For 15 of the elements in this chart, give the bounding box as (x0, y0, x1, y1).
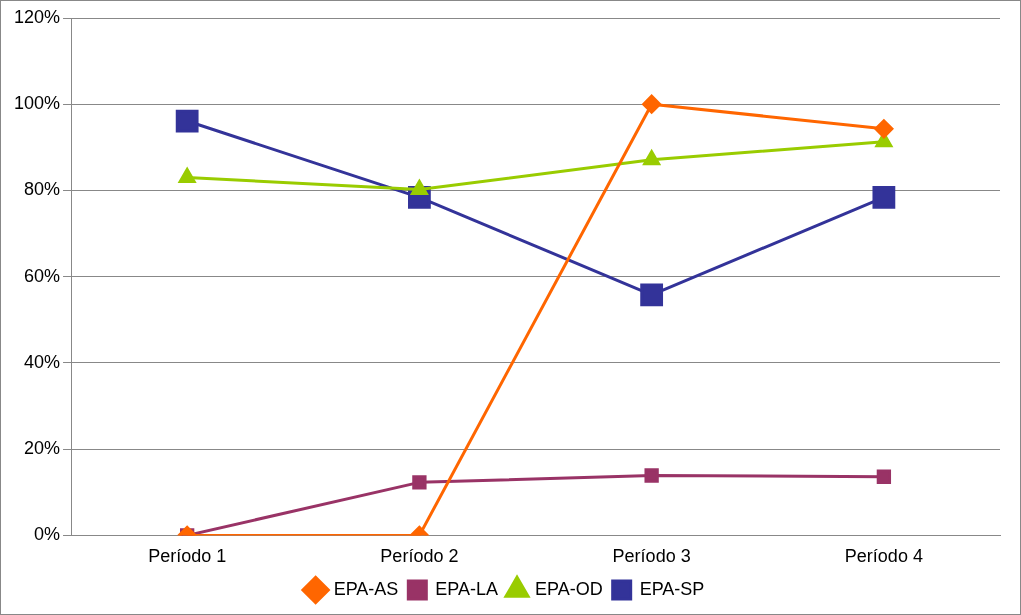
y-tick-label: 60% (24, 265, 61, 286)
y-tick-label: 0% (34, 524, 61, 545)
legend-label: EPA-LA (435, 578, 499, 599)
legend-label: EPA-SP (639, 578, 705, 599)
y-tick-label: 40% (24, 351, 61, 372)
legend-label: EPA-AS (333, 578, 399, 599)
x-tick-label: Período 2 (380, 546, 459, 567)
y-tick-label: 80% (24, 179, 61, 200)
x-tick-label: Período 3 (612, 546, 691, 567)
y-tick-label: 100% (13, 93, 61, 114)
legend-label: EPA-OD (535, 578, 603, 599)
y-tick-label: 20% (24, 438, 61, 459)
x-tick-label: Período 4 (844, 546, 923, 567)
y-tick-label: 120% (13, 6, 61, 27)
x-tick-label: Período 1 (148, 546, 227, 567)
